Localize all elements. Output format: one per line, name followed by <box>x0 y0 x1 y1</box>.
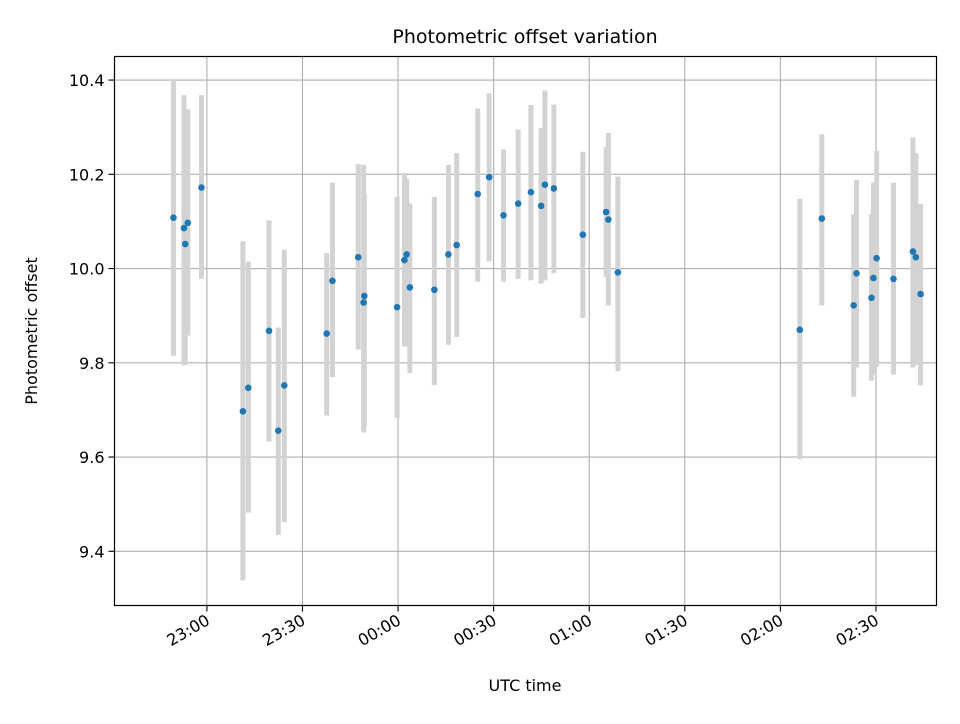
y-axis-label: Photometric offset <box>22 257 41 405</box>
data-point <box>403 251 410 258</box>
y-axis: 9.4 9.6 9.8 10.0 10.2 10.4 <box>69 71 115 561</box>
data-point <box>265 327 273 335</box>
data-point <box>500 212 507 219</box>
data-point <box>323 330 330 337</box>
data-point <box>401 256 408 264</box>
data-point <box>602 208 610 216</box>
data-point <box>868 294 875 302</box>
data-point <box>796 326 804 334</box>
data-point <box>818 215 826 222</box>
data-point <box>605 216 612 223</box>
data-point <box>890 275 897 283</box>
data-point <box>180 224 188 232</box>
data-point <box>239 408 247 415</box>
data-point <box>527 188 535 196</box>
y-tick-label: 10.4 <box>69 71 105 90</box>
data-point <box>614 269 622 276</box>
data-point <box>537 202 545 210</box>
data-point <box>474 190 482 198</box>
data-point <box>181 240 189 248</box>
data-point <box>281 382 288 389</box>
data-point <box>485 173 493 181</box>
data-point <box>431 286 438 294</box>
data-point <box>909 248 917 255</box>
data-point <box>541 181 549 188</box>
data-point <box>453 241 460 249</box>
y-tick-label: 9.4 <box>79 542 104 561</box>
data-point <box>917 290 924 298</box>
data-point <box>550 185 558 192</box>
data-point <box>184 219 192 227</box>
data-point <box>445 251 452 258</box>
data-point <box>870 274 877 282</box>
data-point <box>393 303 401 311</box>
data-point <box>329 277 336 285</box>
y-tick-label: 10.0 <box>69 260 105 279</box>
plot-frame <box>113 55 938 607</box>
data-point <box>912 253 920 261</box>
data-point <box>514 200 522 207</box>
data-point <box>853 269 860 277</box>
grid <box>114 56 937 606</box>
y-tick-label: 10.2 <box>69 165 105 184</box>
data-point <box>579 231 587 238</box>
data-point <box>360 292 368 300</box>
chart-title: Photometric offset variation <box>392 26 657 48</box>
data-point <box>170 214 177 221</box>
data-point <box>274 427 282 434</box>
data-point <box>873 254 880 262</box>
x-axis-label: UTC time <box>489 676 562 695</box>
data-point <box>360 299 367 306</box>
data-point <box>245 384 252 392</box>
data-points <box>170 173 924 434</box>
data-point <box>406 284 414 291</box>
data-point <box>850 302 857 309</box>
y-tick-label: 9.6 <box>79 448 104 467</box>
data-point <box>354 253 362 261</box>
data-point <box>198 184 205 191</box>
y-tick-label: 9.8 <box>79 354 104 373</box>
